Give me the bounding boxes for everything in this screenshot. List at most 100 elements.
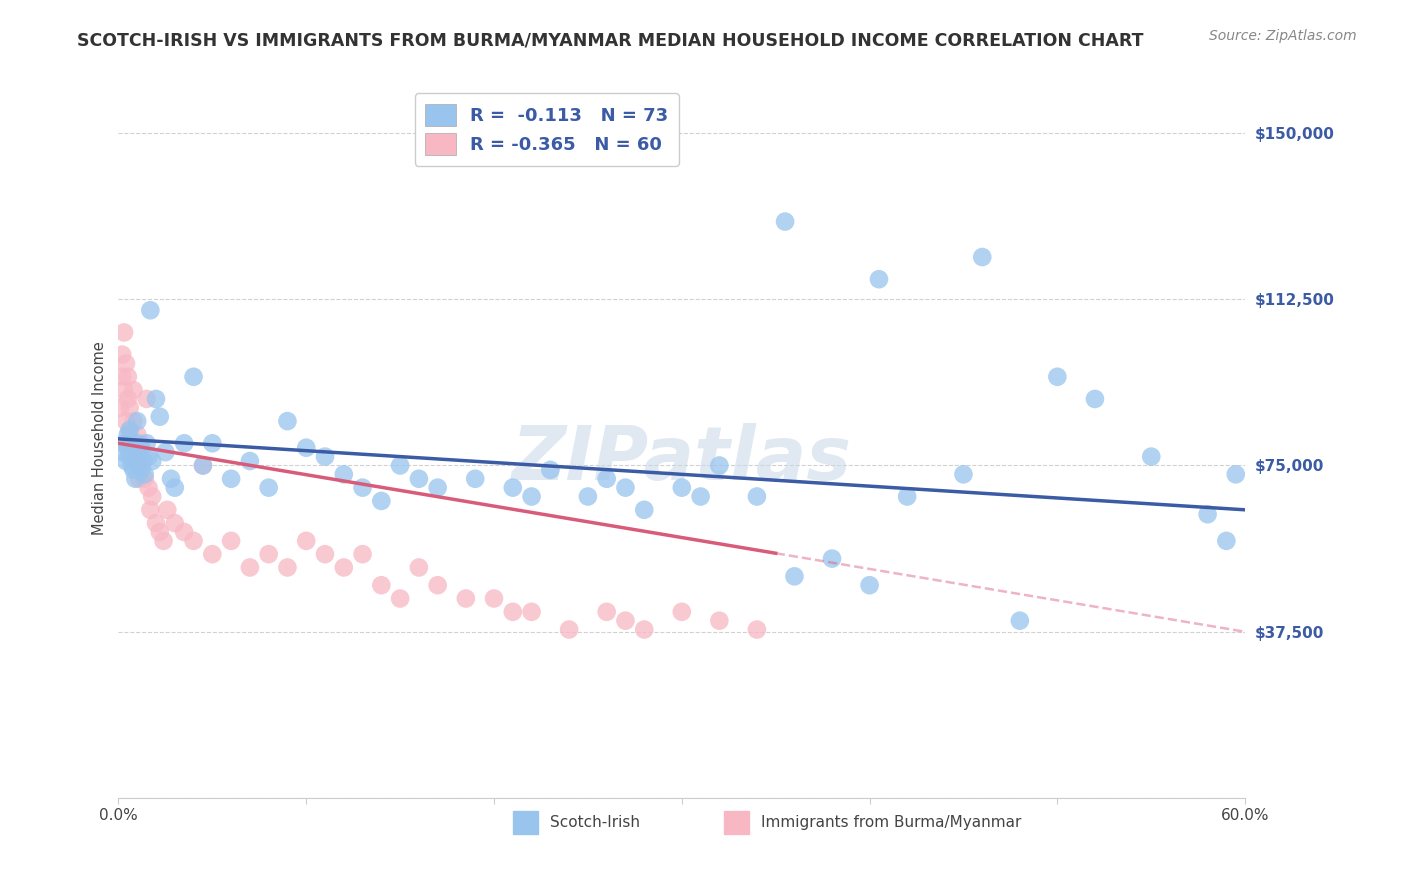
Point xyxy=(124,454,146,468)
Point xyxy=(118,423,141,437)
Text: SCOTCH-IRISH VS IMMIGRANTS FROM BURMA/MYANMAR MEDIAN HOUSEHOLD INCOME CORRELATIO: SCOTCH-IRISH VS IMMIGRANTS FROM BURMA/MY… xyxy=(77,31,1144,49)
Point xyxy=(502,481,524,495)
Point xyxy=(426,481,449,495)
Point xyxy=(138,450,160,464)
Point xyxy=(1084,392,1107,406)
Point xyxy=(141,454,163,468)
Point xyxy=(745,490,768,504)
Point xyxy=(149,524,172,539)
Point xyxy=(191,458,214,473)
Point xyxy=(426,578,449,592)
Point xyxy=(134,472,156,486)
Point xyxy=(454,591,477,606)
Point xyxy=(111,369,134,384)
Point xyxy=(333,467,356,482)
Point xyxy=(633,623,655,637)
Text: ZIPatlas: ZIPatlas xyxy=(512,423,852,496)
Point xyxy=(595,605,617,619)
Point xyxy=(124,436,146,450)
Text: Source: ZipAtlas.com: Source: ZipAtlas.com xyxy=(1209,29,1357,43)
Point xyxy=(709,458,731,473)
Point xyxy=(201,436,224,450)
Point xyxy=(160,472,183,486)
Legend: R =  -0.113   N = 73, R = -0.365   N = 60: R = -0.113 N = 73, R = -0.365 N = 60 xyxy=(415,94,679,166)
Point xyxy=(868,272,890,286)
Point xyxy=(295,533,318,548)
Point xyxy=(276,560,298,574)
Point xyxy=(201,547,224,561)
Point xyxy=(173,524,195,539)
Point xyxy=(134,467,156,482)
Point xyxy=(239,454,262,468)
Point xyxy=(219,533,242,548)
Point xyxy=(127,436,149,450)
Point xyxy=(370,494,392,508)
Point xyxy=(135,392,157,406)
Point xyxy=(132,454,155,468)
Point xyxy=(952,467,974,482)
Point xyxy=(163,481,186,495)
Point xyxy=(314,450,336,464)
Point xyxy=(671,481,693,495)
Point xyxy=(128,450,150,464)
Point xyxy=(783,569,806,583)
Point xyxy=(972,250,994,264)
Point xyxy=(117,427,139,442)
Point xyxy=(118,401,141,415)
Point xyxy=(122,414,145,428)
Point xyxy=(149,409,172,424)
Point xyxy=(183,533,205,548)
Point xyxy=(135,436,157,450)
Point xyxy=(127,458,149,473)
Point xyxy=(129,441,152,455)
Point xyxy=(671,605,693,619)
Point xyxy=(173,436,195,450)
Point xyxy=(122,463,145,477)
Point xyxy=(132,454,155,468)
Point xyxy=(155,445,177,459)
Point xyxy=(115,356,138,370)
Point xyxy=(111,348,134,362)
Point xyxy=(773,214,796,228)
Point xyxy=(112,436,135,450)
Point xyxy=(333,560,356,574)
Point xyxy=(352,481,374,495)
Point xyxy=(1215,533,1237,548)
Point xyxy=(138,481,160,495)
Point xyxy=(128,458,150,473)
Text: Scotch-Irish: Scotch-Irish xyxy=(550,815,640,830)
Point xyxy=(121,436,143,450)
Point xyxy=(595,472,617,486)
Point xyxy=(257,547,280,561)
Point xyxy=(389,458,412,473)
Point xyxy=(128,472,150,486)
Point xyxy=(257,481,280,495)
Point xyxy=(219,472,242,486)
Point xyxy=(115,454,138,468)
Point xyxy=(314,547,336,561)
Point xyxy=(389,591,412,606)
Point xyxy=(689,490,711,504)
Y-axis label: Median Household Income: Median Household Income xyxy=(93,341,107,534)
Point xyxy=(117,369,139,384)
Point xyxy=(121,445,143,459)
Point xyxy=(121,436,143,450)
Point xyxy=(129,436,152,450)
Point xyxy=(122,383,145,397)
Point xyxy=(709,614,731,628)
Point xyxy=(614,614,637,628)
Point xyxy=(139,503,162,517)
Point xyxy=(502,605,524,619)
Point xyxy=(464,472,486,486)
Point xyxy=(121,458,143,473)
Point xyxy=(1140,450,1163,464)
Point xyxy=(127,445,149,459)
Point xyxy=(183,369,205,384)
Point xyxy=(239,560,262,574)
Point xyxy=(127,414,149,428)
Point xyxy=(520,605,543,619)
Point xyxy=(117,392,139,406)
Point xyxy=(1197,508,1219,522)
Point xyxy=(139,303,162,318)
Point xyxy=(152,533,174,548)
